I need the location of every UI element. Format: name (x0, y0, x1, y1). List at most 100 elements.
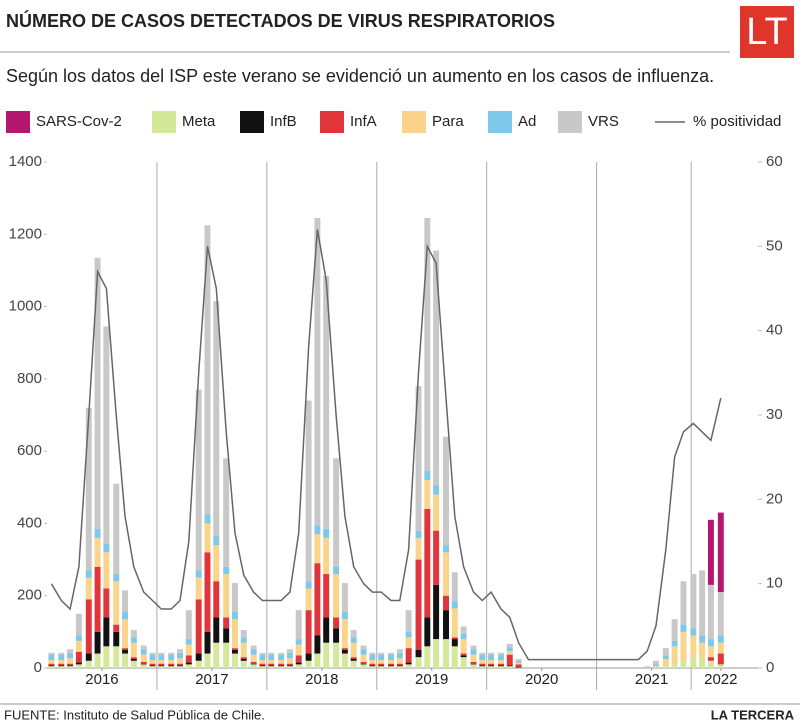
bar-segment (75, 662, 82, 665)
bar-segment (286, 652, 293, 659)
bar-segment (168, 665, 175, 667)
bar-segment (130, 637, 137, 643)
bar-segment (451, 601, 458, 609)
bar-segment (350, 660, 357, 668)
bar-segment (204, 552, 211, 632)
bar-segment (470, 664, 477, 668)
bar-segment (58, 652, 65, 655)
legend: SARS-Cov-2 Meta InfB InfA Para Ad VRS % positiv… (6, 111, 781, 133)
bar-segment (185, 610, 192, 640)
bar-segment (204, 225, 211, 515)
y2-tick-label: 10 (766, 575, 783, 592)
y-tick-label: 200 (17, 587, 42, 604)
bar-segment (671, 664, 678, 668)
bar-segment (680, 581, 687, 625)
bar-segment (323, 574, 330, 618)
bar-segment (699, 635, 706, 643)
bar-segment (185, 644, 192, 656)
bar-segment (415, 530, 422, 538)
bar-segment (333, 574, 340, 618)
bar-segment (158, 665, 165, 667)
bar-segment (94, 528, 101, 538)
bar-segment (680, 660, 687, 668)
bar-segment (75, 613, 82, 636)
y-tick-label: 1000 (9, 298, 42, 315)
bar-segment (497, 660, 504, 664)
bar-segment (314, 525, 321, 535)
bar-segment (278, 660, 285, 664)
bar-segment (48, 666, 55, 668)
bar-segment (460, 653, 467, 656)
bar-segment (460, 639, 467, 654)
bar-segment (388, 663, 395, 666)
bar-segment (286, 666, 293, 668)
bar-segment (369, 663, 376, 666)
y2-tick-label: 60 (766, 153, 783, 170)
bar-segment (378, 660, 385, 664)
legend-swatch (240, 111, 264, 133)
bar-segment (204, 514, 211, 524)
bar-segment (652, 666, 659, 668)
bar-segment (506, 651, 513, 655)
bar-segment (130, 660, 137, 668)
bar-segment (149, 663, 156, 666)
bar-segment (443, 610, 449, 640)
bar-segment (168, 663, 175, 666)
bar-segment (707, 660, 714, 668)
bar-segment (388, 654, 395, 661)
bar-segment (85, 407, 92, 571)
bar-segment (149, 652, 156, 655)
bar-segment (662, 658, 669, 667)
bar-segment (278, 663, 285, 666)
bar-segment (250, 661, 257, 664)
plot: 0 200 400 600 800 1000 1200 1400 0 10 20 30 40 50 60 20… (9, 153, 783, 690)
bar-segment (223, 574, 230, 618)
y2-tick-label: 50 (766, 237, 783, 254)
bar-segment (424, 508, 431, 618)
y-tick-label: 800 (17, 370, 42, 387)
bar-segment (94, 257, 101, 529)
bar-segment (67, 658, 74, 664)
bar-segment (250, 663, 257, 665)
publisher: LA TERCERA (711, 707, 795, 722)
bar-segment (295, 662, 302, 665)
bar-segment (396, 649, 403, 653)
bar-segment (443, 639, 449, 668)
bar-segment (58, 654, 65, 661)
bar-segment (259, 660, 266, 664)
bar-segment (350, 657, 357, 659)
bar-segment (140, 664, 147, 668)
bar-segment (130, 658, 137, 661)
bar-segment (388, 666, 395, 668)
bar-segment (223, 642, 230, 668)
bar-segment (405, 662, 412, 665)
bar-segment (204, 631, 211, 654)
bar-segment (699, 642, 706, 658)
bar-segment (94, 566, 101, 632)
bar-segment (341, 611, 348, 620)
y2-tick-label: 20 (766, 490, 783, 507)
bar-segment (707, 646, 714, 658)
bar-segment (195, 570, 202, 578)
bar-segment (396, 663, 403, 666)
bar-segment (378, 663, 385, 666)
bar-segment (195, 653, 202, 661)
bar-segment (350, 630, 357, 638)
bar-segment (424, 218, 431, 472)
x-tick-label: 2016 (85, 671, 118, 688)
bar-segment (369, 665, 376, 667)
bar-segment (58, 665, 65, 667)
bar-segment (717, 635, 724, 643)
bar-segment (278, 665, 285, 667)
bar-segment (231, 648, 238, 650)
bar-segment (177, 652, 183, 659)
bar-segment (177, 663, 183, 666)
bar-segment (240, 658, 247, 661)
bar-segment (415, 649, 422, 658)
bar-segment (378, 652, 385, 655)
y-tick-label: 0 (34, 659, 42, 676)
y-tick-label: 600 (17, 442, 42, 459)
bar-segment (75, 635, 82, 641)
bar-segment (223, 628, 230, 643)
bar-segment (451, 572, 458, 602)
